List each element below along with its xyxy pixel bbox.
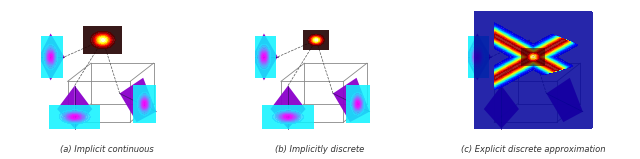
Polygon shape: [75, 86, 92, 129]
Polygon shape: [39, 57, 64, 80]
Polygon shape: [120, 78, 156, 112]
Polygon shape: [547, 93, 583, 122]
Polygon shape: [501, 86, 519, 129]
Polygon shape: [252, 57, 278, 80]
Polygon shape: [57, 86, 75, 129]
Polygon shape: [271, 86, 288, 129]
Polygon shape: [120, 93, 156, 122]
Polygon shape: [252, 33, 278, 57]
Text: (b) Implicitly discrete: (b) Implicitly discrete: [275, 145, 365, 154]
Polygon shape: [39, 33, 64, 57]
Polygon shape: [333, 78, 369, 112]
Text: (c) Explicit discrete approximation: (c) Explicit discrete approximation: [461, 145, 605, 154]
Polygon shape: [333, 93, 369, 122]
Polygon shape: [288, 86, 306, 129]
Text: (a) Implicit continuous: (a) Implicit continuous: [60, 145, 154, 154]
Polygon shape: [484, 86, 501, 129]
Polygon shape: [547, 78, 583, 112]
Polygon shape: [465, 33, 491, 57]
Polygon shape: [465, 57, 491, 80]
